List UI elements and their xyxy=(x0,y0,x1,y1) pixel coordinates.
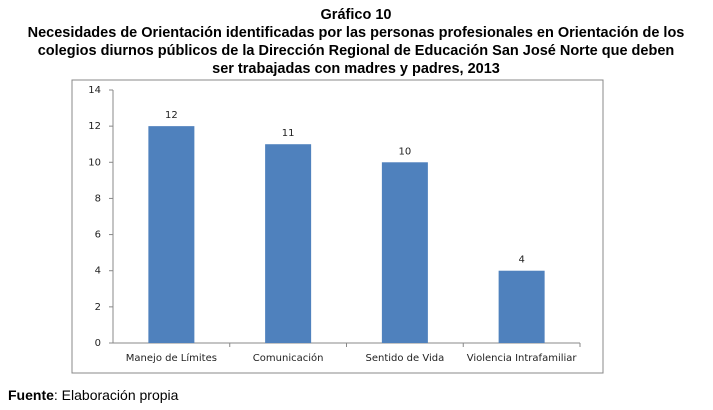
chart-subtitle: ser trabajadas con madres y padres, 2013 xyxy=(212,61,500,77)
y-tick-label: 14 xyxy=(88,85,101,96)
source: Fuente: Elaboración propia xyxy=(8,387,179,403)
y-tick-label: 8 xyxy=(95,193,101,204)
bar xyxy=(381,162,428,343)
y-tick-label: 12 xyxy=(88,121,101,132)
x-tick-label: Manejo de Límites xyxy=(126,352,217,364)
source-text: : Elaboración propia xyxy=(54,387,179,403)
source-label: Fuente xyxy=(8,387,54,403)
y-tick-label: 2 xyxy=(95,302,101,313)
bar xyxy=(148,126,195,344)
y-tick-label: 0 xyxy=(95,338,101,349)
x-tick-label: Comunicación xyxy=(253,352,324,364)
value-label: 11 xyxy=(282,128,295,139)
y-tick-label: 10 xyxy=(88,157,101,168)
chart-frame xyxy=(71,79,604,374)
chart-title: Gráfico 10 xyxy=(321,7,392,23)
x-tick-label: Violencia Intrafamiliar xyxy=(467,353,578,364)
value-label: 12 xyxy=(165,110,178,121)
bar xyxy=(498,270,545,343)
value-label: 4 xyxy=(518,255,524,266)
chart-subtitle: Necesidades de Orientación identificadas… xyxy=(28,25,685,41)
y-tick-label: 6 xyxy=(95,230,101,241)
y-tick-label: 4 xyxy=(95,266,101,277)
bar xyxy=(265,144,312,343)
value-label: 10 xyxy=(399,146,412,157)
x-tick-label: Sentido de Vida xyxy=(366,353,445,364)
chart-subtitle: colegios diurnos públicos de la Direcció… xyxy=(38,43,675,59)
